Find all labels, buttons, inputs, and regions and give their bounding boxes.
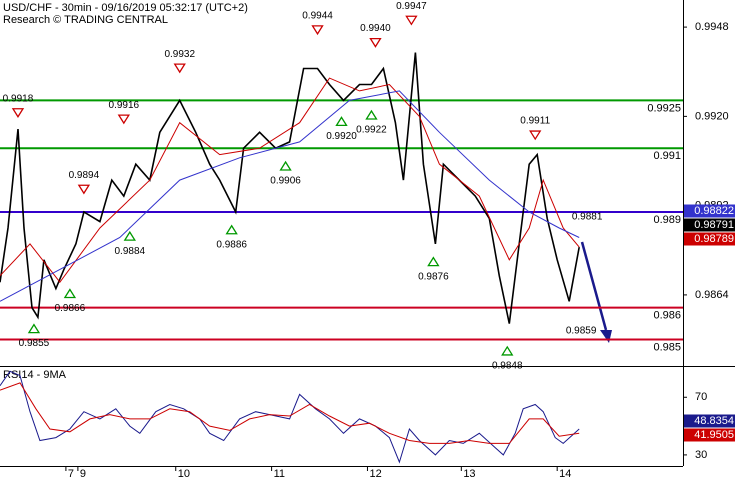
annotation-label: 0.9894 — [69, 170, 100, 181]
annotation-label: 0.9920 — [326, 131, 357, 142]
annotation-label: 0.9918 — [3, 93, 34, 104]
annotation-label: 0.9884 — [115, 246, 146, 257]
y-tick-label: 70 — [695, 391, 707, 403]
low-marker — [123, 230, 136, 241]
chart-title: USD/CHF - 30min - 09/16/2019 05:32:17 (U… — [3, 2, 248, 14]
price-tag-label: 41.9505 — [694, 429, 734, 441]
high-marker — [311, 25, 324, 36]
x-tick-label: 9 — [80, 468, 86, 480]
annotation-label: 0.9916 — [109, 100, 140, 111]
high-marker — [173, 63, 186, 74]
low-marker — [27, 323, 41, 334]
x-tick-label: 12 — [369, 468, 381, 480]
level-label: 0.9925 — [647, 102, 681, 114]
annotation-label: 0.9881 — [572, 211, 603, 222]
low-marker — [427, 256, 440, 267]
high-marker — [529, 130, 542, 141]
annotation-label: 0.9866 — [55, 303, 86, 314]
annotation-label: 0.9876 — [418, 271, 449, 282]
price-tag-label: 0.98789 — [694, 233, 734, 245]
annotation-label: 0.9855 — [19, 338, 50, 349]
high-marker — [117, 114, 130, 125]
annotation-label: 0.9859 — [566, 325, 597, 336]
annotation-label: 0.9944 — [302, 10, 333, 21]
low-marker — [501, 345, 514, 356]
x-tick-label: 13 — [463, 468, 475, 480]
price-tag-label: 48.8354 — [694, 415, 734, 427]
annotation-label: 0.9886 — [216, 239, 247, 250]
y-tick-label: 0.9948 — [695, 21, 729, 33]
high-marker — [77, 184, 91, 195]
annotation-label: 0.9932 — [164, 49, 195, 60]
high-marker — [11, 108, 25, 118]
rsi-title: RSI14 - 9MA — [3, 369, 67, 381]
chart-subtitle: Research © TRADING CENTRAL — [3, 14, 168, 26]
level-label: 0.991 — [653, 150, 681, 162]
series-line — [0, 382, 580, 444]
price-tag — [684, 232, 735, 246]
low-marker — [335, 116, 348, 127]
y-tick-label: 0.9920 — [695, 110, 729, 122]
series-line — [0, 77, 580, 284]
x-tick-label: 14 — [559, 468, 571, 480]
price-tag — [684, 218, 735, 232]
high-marker — [369, 37, 382, 48]
high-marker — [405, 15, 418, 26]
annotation-label: 0.9940 — [360, 23, 391, 34]
level-label: 0.989 — [653, 214, 681, 226]
low-marker — [365, 109, 378, 120]
series-line — [0, 52, 580, 324]
low-marker — [279, 160, 292, 171]
annotation-label: 0.9906 — [270, 176, 301, 187]
annotation-label: 0.9922 — [356, 125, 387, 136]
price-tag — [684, 428, 735, 442]
price-tag-label: 0.98791 — [694, 219, 734, 231]
price-tag — [684, 204, 735, 218]
y-tick-label: 0.9864 — [695, 289, 729, 301]
low-marker — [225, 224, 238, 235]
annotation-label: 0.9947 — [396, 1, 427, 12]
series-line — [0, 90, 580, 302]
x-tick-label: 7 — [68, 468, 74, 480]
series-line — [0, 370, 580, 464]
price-tag — [684, 414, 735, 428]
x-tick-label: 10 — [178, 468, 190, 480]
annotation-label: 0.9848 — [492, 361, 523, 372]
price-tag-label: 0.98822 — [694, 205, 734, 217]
x-tick-label: 11 — [274, 468, 285, 480]
level-label: 0.985 — [653, 341, 681, 353]
y-tick-label: 30 — [695, 449, 707, 461]
low-marker — [63, 288, 77, 299]
annotation-label: 0.9911 — [520, 116, 550, 127]
level-label: 0.986 — [653, 310, 681, 322]
